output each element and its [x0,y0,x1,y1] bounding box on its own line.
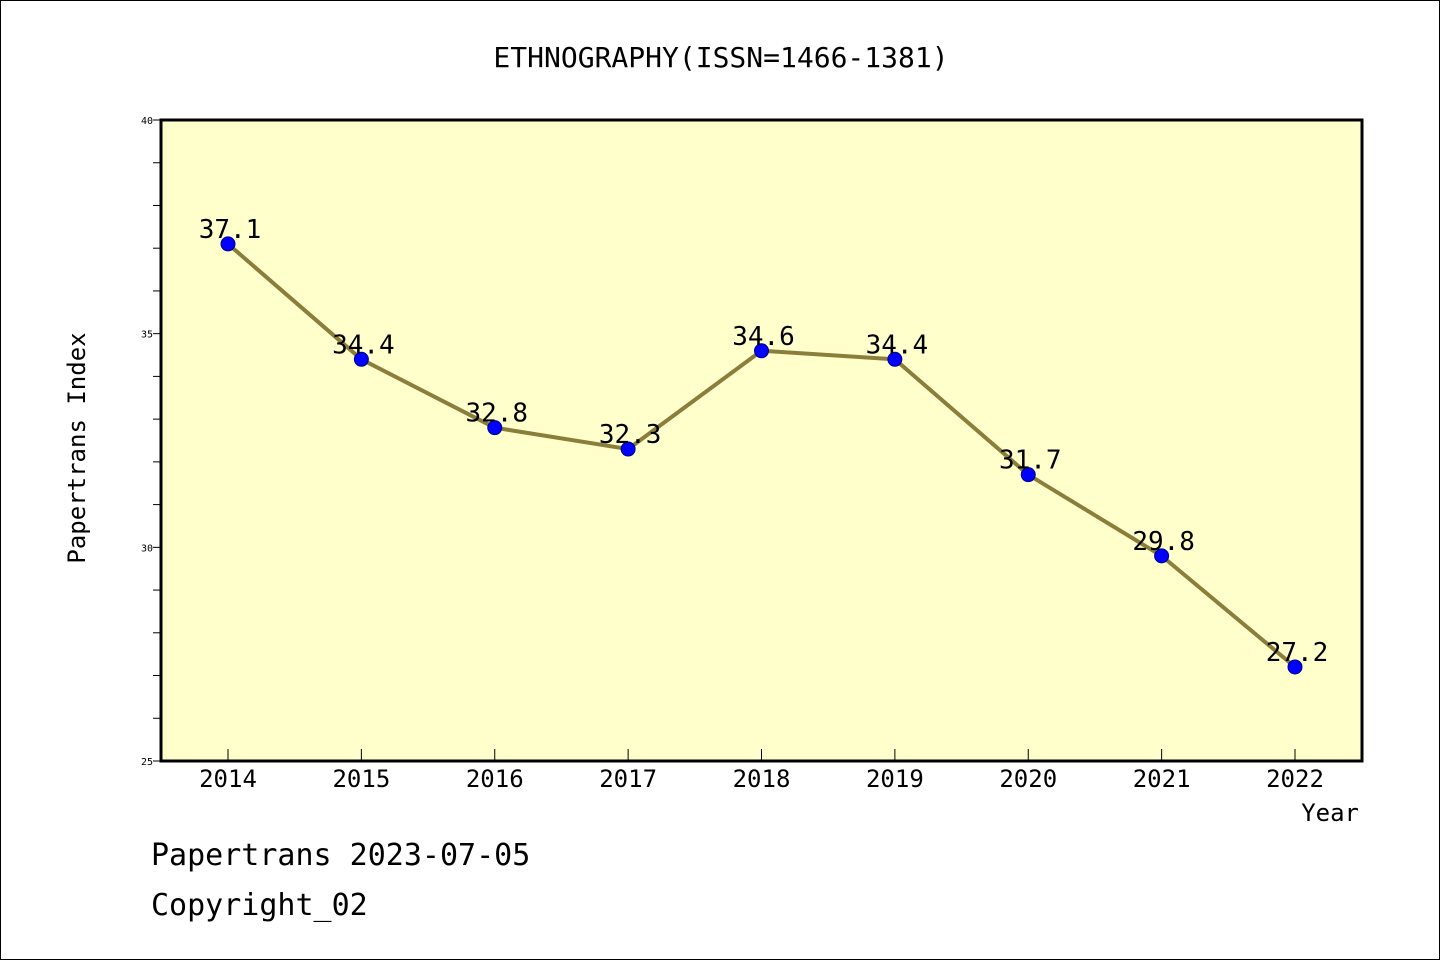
y-tick-label: 30 [141,543,153,554]
footer-copyright: Copyright_02 [151,888,368,923]
data-point [887,351,903,367]
data-point [487,420,503,436]
x-tick-label: 2020 [999,765,1057,793]
x-tick-label: 2018 [733,765,791,793]
y-tick-label: 40 [141,116,153,127]
data-label: 32.3 [599,420,662,450]
data-label: 34.6 [732,322,795,352]
plot-area [159,118,1364,763]
data-label: 34.4 [866,330,929,360]
x-axis-title: Year [1301,799,1359,827]
x-tick-label: 2014 [199,765,257,793]
data-point [1287,659,1303,675]
footer-date: Papertrans 2023-07-05 [151,838,530,873]
x-tick-label: 2022 [1266,765,1324,793]
data-label: 34.4 [332,330,395,360]
data-label: 32.8 [465,399,528,429]
x-tick-label: 2016 [466,765,524,793]
data-label: 31.7 [999,446,1062,476]
data-label: 29.8 [1132,527,1195,557]
data-point [1020,467,1036,483]
y-axis: 25 30 35 40 [141,116,161,768]
y-tick-label: 35 [141,330,153,341]
x-tick-label: 2019 [866,765,924,793]
x-tick-label: 2017 [599,765,657,793]
data-point [1154,548,1170,564]
data-point [353,351,369,367]
data-label: 27.2 [1266,638,1329,668]
data-label: 37.1 [199,215,262,245]
x-tick-label: 2021 [1133,765,1191,793]
data-point [220,236,236,252]
y-axis-title: Papertrans Index [63,332,91,563]
data-point [620,441,636,457]
x-axis: 2014 2015 2016 2017 2018 2019 2020 2021 2022 [199,749,1324,793]
data-label-group: 37.1 34.4 32.8 32.3 34.6 34.4 31.7 29.8 27.2 [199,215,1329,668]
chart-title: ETHNOGRAPHY(ISSN=1466-1381) [493,41,948,74]
x-tick-label: 2015 [332,765,390,793]
y-tick-label: 25 [141,757,153,768]
series-line-group [220,236,1303,675]
data-point [754,343,769,359]
